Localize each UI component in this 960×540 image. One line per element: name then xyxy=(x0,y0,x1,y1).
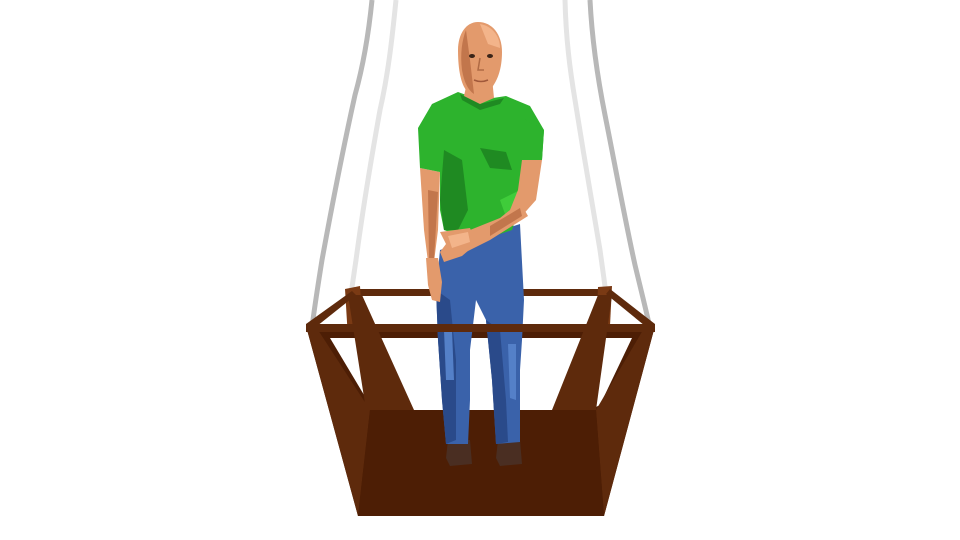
rope-right-outer xyxy=(587,0,653,329)
basket xyxy=(306,286,655,516)
basket-right-panel xyxy=(596,326,655,516)
basket-front-rail xyxy=(306,324,655,332)
right-hand-highlight xyxy=(448,232,470,248)
basket-right-brace xyxy=(552,295,612,410)
left-shoe xyxy=(446,440,472,466)
basket-left-panel xyxy=(306,326,370,516)
right-shoe xyxy=(496,440,522,466)
left-hand xyxy=(426,258,442,302)
jeans-highlight xyxy=(444,330,454,380)
shirt-shadow-torso xyxy=(440,150,468,230)
rope-left-inner xyxy=(347,0,399,301)
mouth xyxy=(473,79,489,83)
basket-front xyxy=(306,324,655,332)
man xyxy=(418,22,544,466)
basket-floor xyxy=(358,410,604,516)
basket-left-brace xyxy=(348,295,414,410)
left-arm-shadow xyxy=(428,190,438,260)
shirt-shadow-chest xyxy=(480,148,512,170)
head-shadow xyxy=(461,30,474,94)
rope-left-outer xyxy=(309,0,375,329)
right-arm-upper xyxy=(510,160,542,218)
ropes xyxy=(309,0,653,329)
basket-right-rail xyxy=(606,289,655,330)
jeans-highlight-right xyxy=(508,344,516,400)
left-eye xyxy=(469,54,475,58)
shirt-collar xyxy=(460,94,504,110)
basket-left-rail xyxy=(306,291,356,330)
head-highlight xyxy=(480,24,500,48)
rope-right-inner xyxy=(562,0,609,296)
right-eye xyxy=(487,54,493,58)
shirt-sleeve-right xyxy=(522,118,544,160)
jeans-shadow-right xyxy=(486,320,508,444)
right-forearm-shadow xyxy=(490,208,522,236)
nose xyxy=(477,57,484,71)
